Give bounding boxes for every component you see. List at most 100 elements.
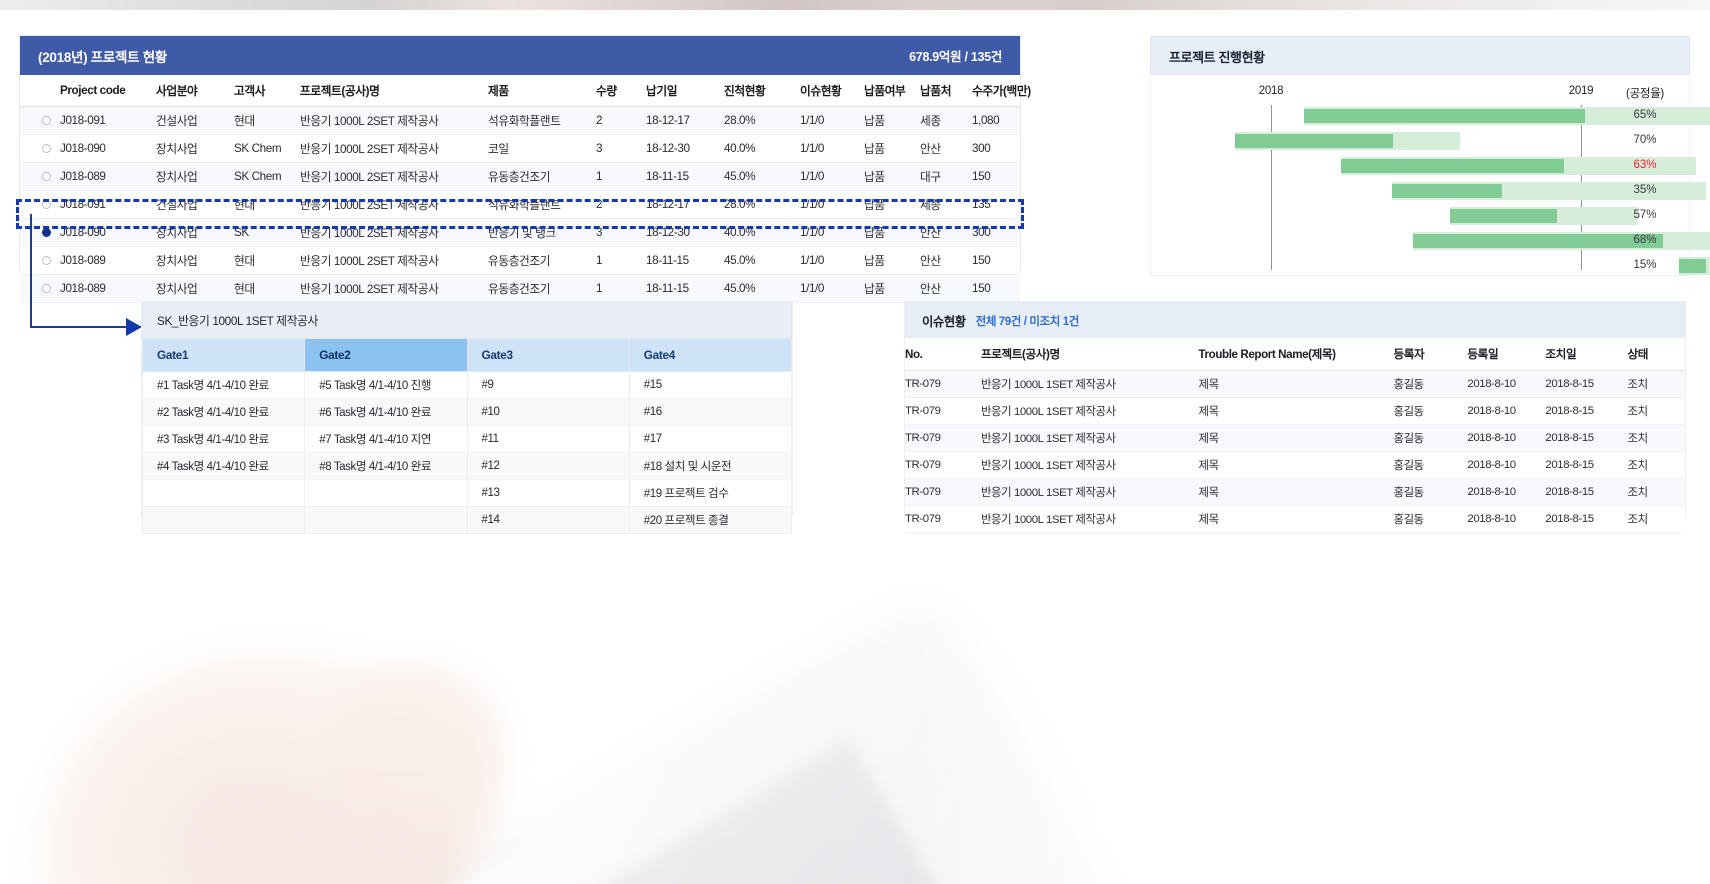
gate-column-header-2[interactable]: Gate2	[304, 338, 468, 372]
gate-task-cell[interactable]: #3 Task명 4/1-4/10 완료	[141, 425, 306, 453]
gantt-bar-progress	[1678, 259, 1707, 273]
issue-cell-4: 2018-8-10	[1467, 478, 1546, 506]
gate-row: #1 Task명 4/1-4/10 완료 #5 Task명 4/1-4/10 진행…	[141, 371, 793, 399]
issue-cell-4: 2018-8-10	[1467, 451, 1546, 479]
issue-row[interactable]: TR-079 반응기 1000L 1SET 제작공사 제목 홍길동 2018-8-10 2…	[905, 451, 1685, 479]
gantt-rate-header: (공정율)	[1626, 88, 1664, 100]
row-radio-icon[interactable]	[42, 284, 51, 294]
gate-panel-header: SK_반응기 1000L 1SET 제작공사	[142, 302, 792, 338]
gate-task-cell[interactable]: #13	[466, 479, 630, 507]
gate-row: #3 Task명 4/1-4/10 완료 #7 Task명 4/1-4/10 지연…	[141, 425, 793, 453]
gate-row: #2 Task명 4/1-4/10 완료 #6 Task명 4/1-4/10 완료…	[141, 398, 793, 426]
projects-col-2: 고객사	[234, 75, 300, 107]
cell-field: 장치사업	[156, 134, 234, 163]
connector-line-vertical	[30, 214, 32, 328]
gate-task-cell[interactable]: #7 Task명 4/1-4/10 지연	[304, 425, 468, 453]
row-radio-icon[interactable]	[42, 200, 51, 210]
row-radio-cell[interactable]	[20, 274, 60, 303]
cell-progress: 45.0%	[724, 162, 800, 191]
cell-due: 18-11-15	[646, 246, 724, 275]
cell-dest: 세종	[920, 190, 972, 219]
table-row[interactable]: J018-089 장치사업 현대 반응기 1000L 2SET 제작공사 유동층건조기 1…	[20, 274, 1020, 303]
cell-client: SK Chem	[234, 134, 300, 163]
issue-cell-1: 반응기 1000L 1SET 제작공사	[980, 397, 1199, 425]
gate-task-cell[interactable]: #6 Task명 4/1-4/10 완료	[304, 398, 468, 426]
page-title: (2018년) 프로젝트 현황	[38, 49, 167, 65]
gate-task-cell[interactable]	[304, 479, 468, 507]
gate-task-cell[interactable]: #1 Task명 4/1-4/10 완료	[141, 371, 306, 399]
gantt-progress-label: 35%	[1633, 184, 1657, 196]
issue-cell-5: 2018-8-15	[1545, 478, 1628, 506]
cell-dest: 안산	[920, 246, 972, 275]
issue-row[interactable]: TR-079 반응기 1000L 1SET 제작공사 제목 홍길동 2018-8-10 2…	[905, 397, 1685, 425]
row-radio-icon[interactable]	[42, 172, 51, 182]
gate-task-cell[interactable]	[141, 506, 306, 534]
row-radio-cell[interactable]	[20, 246, 60, 275]
cell-progress: 28.0%	[724, 190, 800, 219]
cell-price: 150	[972, 246, 1020, 275]
gate-task-cell[interactable]	[141, 479, 306, 507]
gate-task-cell[interactable]: #5 Task명 4/1-4/10 진행	[304, 371, 468, 399]
issue-col-5: 조치일	[1545, 338, 1628, 371]
row-radio-icon[interactable]	[42, 144, 51, 154]
row-radio-cell[interactable]	[20, 218, 60, 247]
table-row[interactable]: J018-090 장치사업 SK Chem 반응기 1000L 2SET 제작공사 코일…	[20, 134, 1020, 163]
projects-table-body: J018-091 건설사업 현대 반응기 1000L 2SET 제작공사 석유화학플랜트…	[20, 106, 1020, 303]
issue-table: No. 프로젝트(공사)명 Trouble Report Name(제목) 등록자 등록…	[905, 338, 1685, 533]
issue-row[interactable]: TR-079 반응기 1000L 1SET 제작공사 제목 홍길동 2018-8-10 2…	[905, 370, 1685, 398]
issue-row[interactable]: TR-079 반응기 1000L 1SET 제작공사 제목 홍길동 2018-8-10 2…	[905, 478, 1685, 506]
cell-progress: 28.0%	[724, 106, 800, 135]
table-row[interactable]: J018-089 장치사업 현대 반응기 1000L 2SET 제작공사 유동층건조기 1…	[20, 246, 1020, 275]
gate-task-cell[interactable]: #14	[466, 506, 630, 534]
gantt-progress-label: 57%	[1633, 209, 1657, 221]
table-row[interactable]: J018-091 건설사업 현대 반응기 1000L 2SET 제작공사 석유화학플랜트…	[20, 190, 1020, 219]
gate-task-cell[interactable]: #12	[466, 452, 630, 480]
gate-task-cell[interactable]: #4 Task명 4/1-4/10 완료	[141, 452, 306, 480]
gate-task-cell[interactable]: #2 Task명 4/1-4/10 완료	[141, 398, 306, 426]
table-row[interactable]: J018-090 장치사업 SK 반응기 1000L 2SET 제작공사 반응기 및 탱…	[20, 218, 1020, 247]
gate-task-cell[interactable]: #19 프로젝트 검수	[628, 479, 793, 507]
gate-task-cell[interactable]: #15	[628, 371, 793, 399]
table-row[interactable]: J018-091 건설사업 현대 반응기 1000L 2SET 제작공사 석유화학플랜트…	[20, 106, 1020, 135]
issue-cell-0: TR-079	[905, 370, 981, 398]
row-radio-cell[interactable]	[20, 162, 60, 191]
cell-dest: 대구	[920, 162, 972, 191]
gate-task-cell[interactable]: #8 Task명 4/1-4/10 완료	[304, 452, 468, 480]
issue-row[interactable]: TR-079 반응기 1000L 1SET 제작공사 제목 홍길동 2018-8-10 2…	[905, 424, 1685, 452]
cell-code: J018-091	[60, 190, 156, 219]
gate-task-cell[interactable]	[304, 506, 468, 534]
issue-panel-subtitle: 전체 79건 / 미조치 1건	[975, 315, 1080, 328]
gantt-panel: 프로젝트 진행현황 2018 2019 (공정율) 65% 70% 63% 35% 57…	[1150, 36, 1710, 276]
gate-column-header-4[interactable]: Gate4	[628, 338, 793, 372]
issue-cell-2: 제목	[1198, 370, 1394, 398]
issue-cell-6: 조치	[1627, 370, 1685, 398]
gate-task-cell[interactable]: #17	[628, 425, 793, 453]
row-radio-icon[interactable]	[42, 116, 51, 126]
row-radio-cell[interactable]	[20, 190, 60, 219]
gate-task-cell[interactable]: #18 설치 및 시운전	[628, 452, 793, 480]
projects-col-3: 프로젝트(공사)명	[300, 75, 488, 107]
cell-code: J018-089	[60, 246, 156, 275]
row-radio-cell[interactable]	[20, 106, 60, 135]
gate-task-cell[interactable]: #11	[466, 425, 630, 453]
gate-task-cell[interactable]: #9	[466, 371, 630, 399]
gantt-tick-2018	[1271, 105, 1272, 270]
row-radio-cell[interactable]	[20, 134, 60, 163]
cell-client: SK	[234, 218, 300, 247]
issue-cell-5: 2018-8-15	[1545, 424, 1628, 452]
row-radio-icon[interactable]	[42, 228, 51, 238]
cell-project: 반응기 1000L 2SET 제작공사	[300, 134, 488, 163]
gate-task-cell[interactable]: #16	[628, 398, 793, 426]
table-row[interactable]: J018-089 장치사업 SK Chem 반응기 1000L 2SET 제작공사 유동…	[20, 162, 1020, 191]
cell-qty: 1	[596, 246, 646, 275]
cell-delivered: 납품	[864, 218, 920, 247]
issue-row[interactable]: TR-079 반응기 1000L 1SET 제작공사 제목 홍길동 2018-8-10 2…	[905, 505, 1685, 533]
gate-column-header-1[interactable]: Gate1	[141, 338, 306, 372]
cell-progress: 40.0%	[724, 134, 800, 163]
issue-cell-2: 제목	[1198, 478, 1394, 506]
gate-task-cell[interactable]: #20 프로젝트 종결	[628, 506, 793, 534]
row-radio-icon[interactable]	[42, 256, 51, 266]
gate-task-cell[interactable]: #10	[466, 398, 630, 426]
cell-client: 현대	[234, 190, 300, 219]
gate-column-header-3[interactable]: Gate3	[466, 338, 630, 372]
